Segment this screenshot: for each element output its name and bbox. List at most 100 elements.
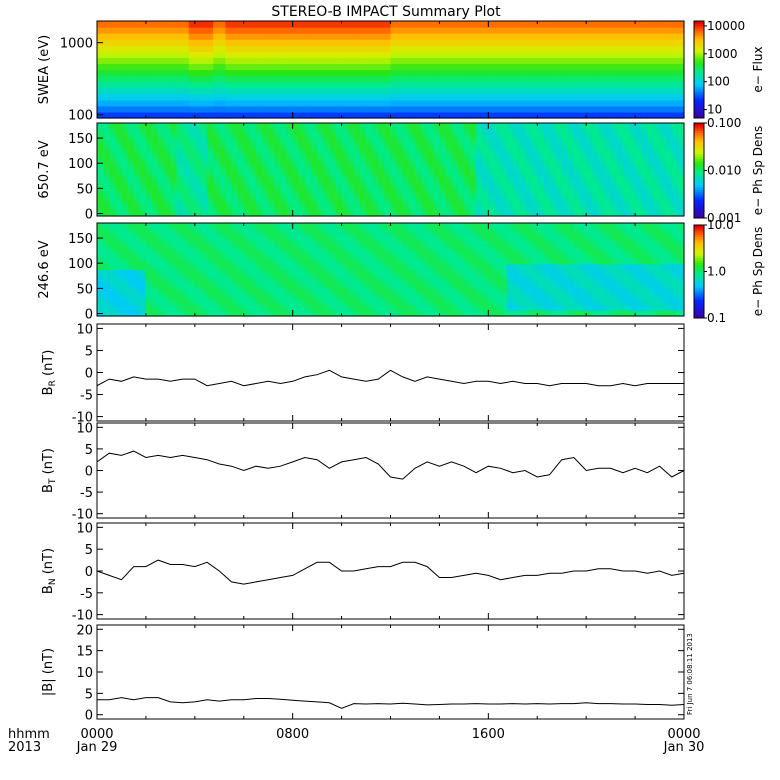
- heatmap-cell: [622, 263, 630, 271]
- colorbar-swatch: [694, 156, 704, 160]
- heatmap-cell: [561, 93, 569, 101]
- heatmap-cell: [304, 163, 312, 171]
- heatmap-cell: [213, 240, 220, 247]
- heatmap-cell: [121, 99, 129, 107]
- heatmap-cell: [647, 51, 655, 58]
- heatmap-cell: [366, 281, 373, 288]
- heatmap-cell: [97, 51, 104, 58]
- heatmap-cell: [421, 152, 428, 159]
- heatmap-cell: [598, 134, 606, 142]
- heatmap-cell: [274, 33, 282, 40]
- colorbar-swatch: [694, 201, 704, 205]
- heatmap-cell: [390, 292, 398, 300]
- heatmap-cell: [457, 192, 465, 200]
- heatmap-cell: [518, 275, 526, 282]
- heatmap-cell: [567, 128, 575, 136]
- heatmap-cell: [145, 134, 153, 142]
- heatmap-cell: [463, 228, 471, 236]
- heatmap-cell: [329, 63, 337, 71]
- heatmap-cell: [616, 163, 624, 171]
- heatmap-cell: [317, 51, 324, 58]
- heatmap-cell: [366, 257, 373, 265]
- heatmap-cell: [372, 175, 379, 182]
- heatmap-cell: [433, 99, 441, 107]
- heatmap-cell: [482, 128, 489, 136]
- heatmap-cell: [158, 252, 165, 259]
- heatmap-cell: [476, 21, 483, 28]
- heatmap-cell: [329, 111, 337, 119]
- heatmap-cell: [347, 210, 355, 217]
- heatmap-cell: [323, 39, 330, 46]
- heatmap-cell: [335, 204, 343, 211]
- heatmap-cell: [445, 75, 453, 83]
- heatmap-cell: [518, 75, 526, 83]
- heatmap-cell: [647, 99, 655, 107]
- heatmap-cell: [671, 246, 679, 253]
- heatmap-cell: [580, 81, 587, 89]
- heatmap-cell: [604, 257, 612, 265]
- heatmap-cell: [182, 39, 190, 46]
- heatmap-cell: [286, 175, 294, 182]
- heatmap-cell: [390, 111, 398, 119]
- colorbar-swatch: [694, 269, 704, 273]
- heatmap-cell: [573, 152, 581, 159]
- heatmap-cell: [194, 140, 202, 147]
- heatmap-cell: [433, 310, 441, 317]
- heatmap-cell: [469, 140, 477, 147]
- heatmap-cell: [561, 75, 569, 83]
- heatmap-cell: [292, 292, 300, 300]
- heatmap-cell: [622, 252, 630, 259]
- heatmap-cell: [243, 57, 251, 65]
- heatmap-cell: [567, 210, 575, 217]
- heatmap-cell: [182, 292, 190, 300]
- heatmap-cell: [359, 252, 367, 259]
- heatmap-cell: [133, 286, 141, 294]
- heatmap-cell: [635, 87, 642, 95]
- heatmap-cell: [402, 105, 410, 113]
- heatmap-cell: [518, 263, 526, 271]
- heatmap-cell: [525, 128, 532, 136]
- colorbar-3: 0.11.010.0e− Ph Sp Dens: [693, 218, 765, 325]
- heatmap-cell: [329, 281, 337, 288]
- heatmap-cell: [335, 240, 343, 247]
- heatmap-cell: [525, 140, 532, 147]
- heatmap-cell: [366, 163, 373, 171]
- heatmap-cell: [647, 286, 655, 294]
- heatmap-cell: [402, 81, 410, 89]
- heatmap-cell: [109, 298, 116, 305]
- heatmap-cell: [249, 281, 257, 288]
- heatmap-cell: [207, 210, 214, 217]
- heatmap-cell: [231, 99, 239, 107]
- heatmap-cell: [207, 228, 214, 236]
- heatmap-cell: [213, 152, 220, 159]
- heatmap-cell: [335, 310, 343, 317]
- heatmap-cell: [262, 269, 269, 276]
- heatmap-cell: [647, 269, 655, 276]
- heatmap-cell: [427, 304, 434, 311]
- heatmap-cell: [139, 240, 147, 247]
- heatmap-cell: [512, 186, 520, 194]
- heatmap-cell: [200, 33, 208, 40]
- heatmap-cell: [298, 181, 306, 188]
- heatmap-cell: [482, 111, 489, 119]
- heatmap-cell: [586, 210, 593, 217]
- heatmap-cell: [194, 223, 202, 230]
- heatmap-cell: [249, 246, 257, 253]
- heatmap-cell: [359, 51, 367, 58]
- heatmap-cell: [580, 21, 587, 28]
- heatmap-cell: [622, 134, 630, 142]
- heatmap-cell: [402, 111, 410, 119]
- heatmap-cell: [103, 51, 110, 58]
- heatmap-cell: [476, 163, 483, 171]
- heatmap-cell: [518, 51, 526, 58]
- heatmap-cell: [97, 169, 104, 176]
- heatmap-cell: [653, 310, 661, 317]
- heatmap-cell: [390, 304, 398, 311]
- heatmap-cell: [512, 105, 520, 113]
- heatmap-cell: [121, 304, 129, 311]
- heatmap-cell: [580, 263, 587, 271]
- colorbar-swatch: [694, 213, 704, 217]
- heatmap-cell: [463, 281, 471, 288]
- heatmap-cell: [659, 157, 667, 165]
- heatmap-cell: [347, 152, 355, 159]
